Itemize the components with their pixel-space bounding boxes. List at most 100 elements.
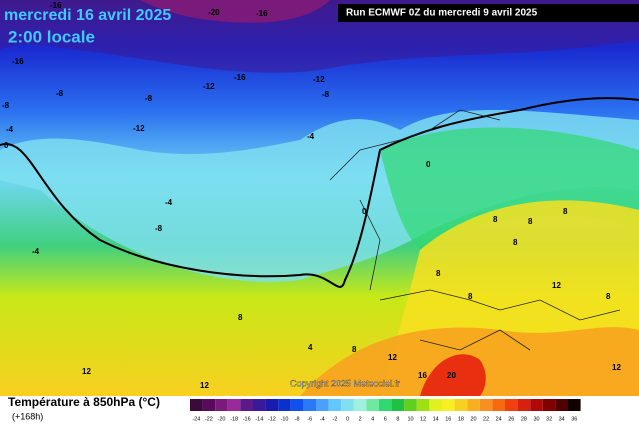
legend-label: 10 bbox=[407, 416, 413, 422]
legend-label: 4 bbox=[371, 416, 374, 422]
contour-label: -12 bbox=[203, 82, 215, 91]
legend-label: 18 bbox=[458, 416, 464, 422]
contour-label: 16 bbox=[418, 371, 427, 380]
run-banner bbox=[338, 4, 639, 22]
legend-label: 34 bbox=[559, 416, 565, 422]
legend-swatch bbox=[492, 399, 505, 411]
legend-label: 36 bbox=[571, 416, 577, 422]
legend-label: -10 bbox=[281, 416, 289, 422]
legend-label: -24 bbox=[192, 416, 200, 422]
hot-region bbox=[420, 354, 486, 396]
contour-label: 8 bbox=[436, 269, 441, 278]
legend-label: 24 bbox=[496, 416, 502, 422]
legend-label: 30 bbox=[533, 416, 539, 422]
contour-label: 4 bbox=[308, 343, 313, 352]
legend-label: -20 bbox=[218, 416, 226, 422]
contour-label: 12 bbox=[612, 363, 621, 372]
legend-label: 12 bbox=[420, 416, 426, 422]
legend-label: 2 bbox=[359, 416, 362, 422]
legend-swatch bbox=[303, 399, 316, 411]
legend-label: 20 bbox=[470, 416, 476, 422]
legend-swatch bbox=[568, 399, 581, 411]
zero-isotherm bbox=[0, 97, 639, 288]
contour-label: -4 bbox=[32, 247, 40, 256]
forecast-time: 2:00 locale bbox=[8, 27, 95, 46]
legend-label: -4 bbox=[320, 416, 325, 422]
legend-swatch bbox=[253, 399, 266, 411]
legend-label: 28 bbox=[521, 416, 527, 422]
legend-label: -18 bbox=[230, 416, 238, 422]
contour-label: 12 bbox=[200, 381, 209, 390]
legend-label: -22 bbox=[205, 416, 213, 422]
legend-swatch bbox=[479, 399, 493, 411]
legend-swatch bbox=[391, 399, 405, 411]
legend-swatch bbox=[366, 399, 379, 411]
contour-label: -8 bbox=[2, 101, 10, 110]
legend-swatch bbox=[530, 399, 543, 411]
contour-label: -12 bbox=[313, 75, 325, 84]
mild-region bbox=[380, 127, 639, 250]
legend-swatch bbox=[542, 399, 556, 411]
legend-swatch bbox=[416, 399, 430, 411]
contour-label: 8 bbox=[563, 207, 568, 216]
legend-swatch bbox=[353, 399, 367, 411]
contour-label: 8 bbox=[513, 238, 518, 247]
contour-label: -16 bbox=[256, 9, 268, 18]
legend-swatch bbox=[379, 399, 392, 411]
legend-label: -12 bbox=[268, 416, 276, 422]
legend-label: 32 bbox=[546, 416, 552, 422]
legend-label: 6 bbox=[384, 416, 387, 422]
legend-label: 16 bbox=[445, 416, 451, 422]
legend-swatch bbox=[467, 399, 480, 411]
lead-time: (+168h) bbox=[12, 411, 43, 421]
contour-label: -4 bbox=[165, 198, 173, 207]
legend-swatch bbox=[341, 399, 354, 411]
legend-swatch bbox=[202, 399, 216, 411]
legend-swatch bbox=[328, 399, 342, 411]
contour-label: 8 bbox=[238, 313, 243, 322]
contour-label: 0 bbox=[4, 141, 9, 150]
legend-label: 0 bbox=[346, 416, 349, 422]
legend-label: -16 bbox=[243, 416, 251, 422]
contour-label: -4 bbox=[6, 125, 14, 134]
contour-label: -8 bbox=[56, 89, 64, 98]
contour-label: 8 bbox=[606, 292, 611, 301]
run-info: Run ECMWF 0Z du mercredi 9 avril 2025 bbox=[346, 8, 538, 19]
legend-swatch bbox=[290, 399, 304, 411]
legend-label: 14 bbox=[433, 416, 439, 422]
contour-label: -16 bbox=[234, 73, 246, 82]
contour-label: 20 bbox=[447, 371, 456, 380]
legend-label: -6 bbox=[307, 416, 312, 422]
contour-label: -4 bbox=[307, 132, 315, 141]
legend-swatch bbox=[227, 399, 241, 411]
legend-swatch bbox=[555, 399, 568, 411]
legend-swatch bbox=[442, 399, 455, 411]
contour-label: -16 bbox=[12, 57, 24, 66]
contour-label: -8 bbox=[145, 94, 153, 103]
contour-label: 0 bbox=[362, 207, 367, 216]
forecast-date: mercredi 16 avril 2025 bbox=[4, 7, 171, 24]
legend-swatch bbox=[265, 399, 279, 411]
legend-label: 26 bbox=[508, 416, 514, 422]
contour-label: 8 bbox=[352, 345, 357, 354]
contour-label: 0 bbox=[426, 160, 431, 169]
contour-label: 8 bbox=[528, 217, 533, 226]
copyright: Copyright 2025 Meteociel.fr bbox=[290, 378, 400, 388]
legend-label: -14 bbox=[255, 416, 263, 422]
legend-swatch bbox=[215, 399, 228, 411]
arctic-region bbox=[140, 0, 330, 23]
legend-swatch bbox=[505, 399, 518, 411]
coastlines bbox=[329, 109, 621, 351]
legend-label: 22 bbox=[483, 416, 489, 422]
legend-swatch bbox=[316, 399, 329, 411]
legend-swatch bbox=[278, 399, 291, 411]
legend-swatch bbox=[190, 399, 203, 411]
contour-label: 8 bbox=[493, 215, 498, 224]
contour-label: -8 bbox=[155, 224, 163, 233]
legend-label: -8 bbox=[295, 416, 300, 422]
contour-label: -16 bbox=[50, 1, 62, 10]
contour-label: -8 bbox=[322, 90, 330, 99]
contour-label: 8 bbox=[468, 292, 473, 301]
legend-swatch bbox=[454, 399, 468, 411]
